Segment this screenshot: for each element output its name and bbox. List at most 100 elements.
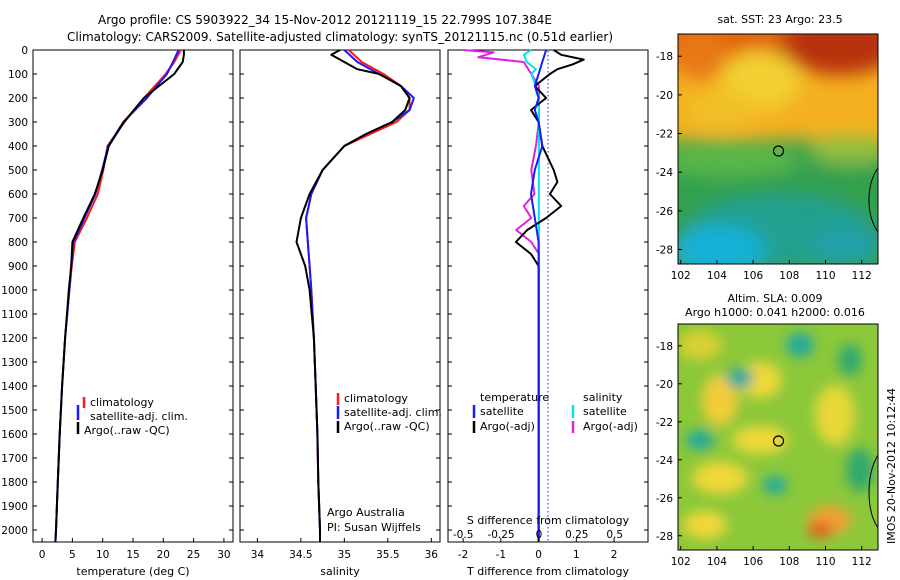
- map-lon-label: 108: [779, 556, 799, 568]
- t-difference-xtick-label: 0: [535, 549, 542, 561]
- t-difference-tick-labels: -2 -1 0 1 2: [458, 538, 618, 561]
- map-lat-label: -24: [656, 167, 673, 179]
- s-difference-tick-label: 0: [536, 529, 543, 541]
- difference-panel: temperature salinity satellite satellite…: [447, 49, 649, 578]
- legend-argo: Argo(..raw -QC): [344, 420, 430, 433]
- salinity-xtick-label: 34.5: [289, 549, 312, 561]
- s-difference-tick-label: 0.5: [606, 529, 623, 541]
- depth-tick-label: 1500: [1, 405, 28, 417]
- sst-map-ticks: 102 104 106 108 110 112 -18 -20 -22 -24 -26 -28: [656, 51, 872, 282]
- s-difference-tick-label: 0.25: [565, 529, 588, 541]
- depth-tick-label: 400: [8, 141, 28, 153]
- s-difference-tick-label: -0.25: [487, 529, 514, 541]
- depth-tick-label: 2000: [1, 525, 28, 537]
- legend-s-satellite: satellite: [583, 405, 627, 418]
- sla-map-title2: Argo h1000: 0.041 h2000: 0.016: [685, 306, 865, 319]
- sst-coastline: [868, 167, 878, 233]
- sla-map-frame: [677, 323, 879, 551]
- series-line-argo-raw-qc-: [295, 49, 411, 542]
- depth-tick-label: 1100: [1, 309, 28, 321]
- sst-map-panel: sat. SST: 23 Argo: 23.5: [656, 13, 879, 282]
- temperature-xtick-label: 0: [39, 549, 46, 561]
- map-lon-label: 106: [743, 556, 763, 568]
- depth-tick-label: 900: [8, 261, 28, 273]
- sla-coastline: [868, 454, 878, 529]
- legend-s-argo: Argo(-adj): [583, 420, 638, 433]
- depth-tick-label: 1400: [1, 381, 28, 393]
- map-lat-label: -28: [656, 531, 673, 543]
- s-difference-label: S difference from climatology: [467, 514, 630, 527]
- depth-tick-label: 1300: [1, 357, 28, 369]
- temperature-panel: 0 5 10 15 20 25 30 temperature (deg C) climato…: [32, 49, 234, 578]
- legend-t-argo: Argo(-adj): [480, 420, 535, 433]
- map-lat-label: -18: [656, 51, 673, 63]
- sst-map-frame: [677, 33, 879, 265]
- map-lat-label: -20: [656, 379, 673, 391]
- sla-map-image: [678, 324, 878, 550]
- salinity-axes-frame: [239, 49, 441, 543]
- temperature-xtick-label: 30: [217, 549, 230, 561]
- depth-tick-label: 1000: [1, 285, 28, 297]
- map-lon-label: 112: [852, 556, 872, 568]
- map-lat-label: -22: [656, 129, 673, 141]
- difference-ticks: [448, 49, 648, 531]
- temperature-legend: climatology satellite-adj. clim. Argo(..…: [76, 396, 188, 437]
- temperature-xtick-label: 10: [96, 549, 109, 561]
- depth-tick-label: 1600: [1, 429, 28, 441]
- map-lon-label: 108: [779, 270, 799, 282]
- t-difference-xlabel: T difference from climatology: [466, 565, 629, 578]
- depth-tick-label: 800: [8, 237, 28, 249]
- depth-tick-label: 1900: [1, 501, 28, 513]
- temperature-axes-frame: [32, 49, 234, 543]
- legend-satellite: satellite-adj. clim.: [90, 410, 188, 423]
- series-line-temperature-satellite: [530, 49, 548, 542]
- sla-argo-location-marker: [772, 435, 785, 447]
- legend-t-satellite: satellite: [480, 405, 524, 418]
- argo-australia-note: Argo Australia: [327, 506, 405, 519]
- map-lat-label: -28: [656, 245, 673, 257]
- depth-tick-label: 600: [8, 189, 28, 201]
- sst-map-title: sat. SST: 23 Argo: 23.5: [717, 13, 842, 26]
- legend-satellite: satellite-adj. clim.: [344, 406, 442, 419]
- legend-temperature-title: temperature: [480, 391, 549, 404]
- depth-tick-label: 500: [8, 165, 28, 177]
- salinity-xtick-label: 34: [251, 549, 265, 561]
- map-lat-label: -20: [656, 90, 673, 102]
- header-line2: Climatology: CARS2009. Satellite-adjuste…: [67, 30, 613, 44]
- legend-climatology: climatology: [344, 392, 408, 405]
- depth-tick-label: 700: [8, 213, 28, 225]
- map-lon-label: 112: [852, 270, 872, 282]
- temperature-xtick-label: 20: [157, 549, 170, 561]
- sla-map-title1: Altim. SLA: 0.009: [727, 292, 822, 305]
- depth-tick-label: 1800: [1, 477, 28, 489]
- depth-tick-label: 1200: [1, 333, 28, 345]
- temperature-xlabel: temperature (deg C): [76, 565, 189, 578]
- salinity-xtick-label: 36: [425, 549, 439, 561]
- salinity-panel: 34 34.5 35 35.5 36 salinity climatology sate…: [239, 49, 442, 578]
- map-lon-label: 110: [815, 556, 835, 568]
- map-lon-label: 104: [707, 270, 727, 282]
- imos-timestamp-label: IMOS 20-Nov-2012 10:12:44: [885, 388, 898, 544]
- s-difference-tick-labels: -0.5 -0.25 0 0.25 0.5: [453, 529, 623, 541]
- salinity-xlabel: salinity: [320, 565, 360, 578]
- t-difference-xtick-label: -2: [458, 549, 468, 561]
- temperature-xtick-label: 15: [126, 549, 139, 561]
- map-lat-label: -24: [656, 455, 673, 467]
- s-difference-tick-label: -0.5: [453, 529, 474, 541]
- map-lon-label: 102: [671, 556, 691, 568]
- salinity-ticks: [240, 49, 440, 531]
- t-difference-xtick-label: -1: [496, 549, 506, 561]
- legend-salinity-title: salinity: [583, 391, 623, 404]
- depth-tick-label: 300: [8, 117, 28, 129]
- salinity-lines: [295, 49, 415, 542]
- temperature-xtick-label: 25: [187, 549, 200, 561]
- salinity-xtick-label: 35.5: [376, 549, 399, 561]
- map-lon-label: 110: [815, 270, 835, 282]
- map-lon-label: 102: [671, 270, 691, 282]
- depth-tick-labels: 0 100 200 300 400 500 600 700 800 900 1000 1100 1200…: [1, 45, 28, 537]
- salinity-xtick-label: 35: [338, 549, 351, 561]
- temperature-ticks: [33, 49, 233, 531]
- t-difference-xtick-label: 2: [611, 549, 618, 561]
- difference-lines: [463, 49, 585, 542]
- salinity-legend: climatology satellite-adj. clim. Argo(..…: [336, 392, 442, 433]
